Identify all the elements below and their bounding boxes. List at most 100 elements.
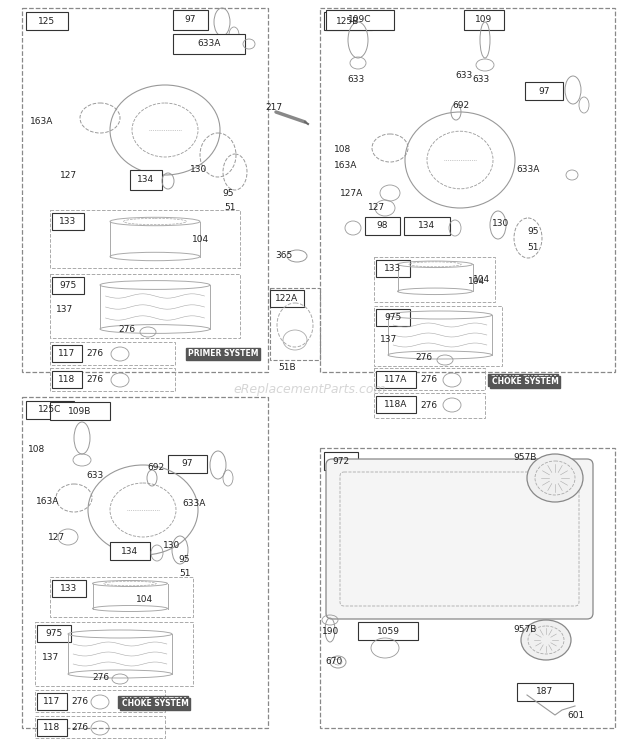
Text: 51B: 51B	[278, 364, 296, 373]
Text: 137: 137	[56, 306, 73, 315]
Bar	[525, 82, 563, 100]
Bar	[50, 342, 175, 365]
Text: 130: 130	[163, 540, 180, 550]
Text: 104: 104	[468, 278, 485, 286]
Text: CHOKE SYSTEM: CHOKE SYSTEM	[122, 699, 189, 708]
Ellipse shape	[527, 454, 583, 502]
Text: CHOKE SYSTEM: CHOKE SYSTEM	[490, 376, 557, 385]
Bar	[37, 719, 67, 736]
Bar	[374, 306, 502, 366]
Bar	[50, 274, 240, 338]
Text: 104: 104	[136, 595, 153, 604]
Text: 127A: 127A	[340, 188, 363, 197]
Bar	[110, 542, 150, 560]
Bar	[270, 290, 304, 307]
Text: 633A: 633A	[197, 39, 221, 48]
Text: eReplacementParts.com: eReplacementParts.com	[234, 383, 386, 397]
Text: 957B: 957B	[513, 624, 536, 633]
Text: 117A: 117A	[384, 375, 408, 384]
Bar	[320, 448, 615, 728]
Text: 127: 127	[48, 533, 65, 542]
Text: 127: 127	[60, 170, 77, 179]
Bar	[376, 309, 410, 326]
Text: 276: 276	[71, 698, 88, 707]
Text: 134: 134	[418, 222, 436, 231]
Text: 276: 276	[86, 376, 103, 385]
Text: 104: 104	[473, 275, 490, 284]
Bar	[324, 12, 372, 30]
Bar	[50, 368, 175, 391]
Text: 95: 95	[178, 556, 190, 565]
Text: 51: 51	[527, 243, 539, 251]
Text: 104: 104	[192, 236, 209, 245]
Text: 975: 975	[45, 629, 63, 638]
Text: 109B: 109B	[68, 406, 92, 415]
Bar	[517, 683, 573, 701]
Bar	[168, 455, 207, 473]
Text: 137: 137	[42, 653, 60, 662]
Text: 118: 118	[58, 375, 76, 384]
Text: 276: 276	[420, 400, 437, 409]
Text: 276: 276	[92, 673, 109, 682]
Ellipse shape	[521, 620, 571, 660]
Text: 125B: 125B	[337, 16, 360, 25]
Bar	[50, 210, 240, 268]
Text: 108: 108	[28, 446, 45, 455]
Text: 117: 117	[43, 697, 61, 706]
Bar	[22, 8, 268, 372]
Text: 51: 51	[179, 569, 190, 579]
Bar	[464, 10, 504, 30]
Text: 127: 127	[368, 202, 385, 211]
Text: 633: 633	[472, 75, 489, 85]
Text: 98: 98	[377, 222, 388, 231]
Bar	[26, 12, 68, 30]
Text: 130: 130	[492, 219, 509, 228]
Bar	[52, 345, 82, 362]
Text: 108: 108	[334, 146, 352, 155]
Text: 633: 633	[347, 75, 365, 85]
Text: CHOKE SYSTEM: CHOKE SYSTEM	[492, 377, 559, 386]
Bar	[35, 622, 193, 686]
Bar	[376, 396, 416, 413]
Text: 97: 97	[538, 86, 550, 95]
Bar	[35, 690, 165, 712]
Text: 117: 117	[58, 349, 76, 358]
Text: CHOKE SYSTEM: CHOKE SYSTEM	[120, 698, 187, 707]
Text: 972: 972	[332, 457, 350, 466]
Text: 276: 276	[86, 350, 103, 359]
Text: 633: 633	[86, 472, 104, 481]
Text: 133: 133	[60, 217, 77, 226]
Text: 134: 134	[138, 176, 154, 185]
Bar	[365, 217, 400, 235]
Text: 633A: 633A	[516, 165, 539, 175]
Bar	[173, 10, 208, 30]
Bar	[52, 213, 84, 230]
Text: 276: 276	[420, 376, 437, 385]
Text: 276: 276	[415, 353, 432, 362]
Text: 118: 118	[43, 723, 61, 732]
Text: 601: 601	[567, 711, 584, 720]
Bar	[320, 8, 615, 372]
Bar	[374, 393, 485, 418]
Bar	[376, 371, 416, 388]
Text: 122A: 122A	[275, 294, 299, 303]
Text: 276: 276	[71, 723, 88, 733]
Bar	[326, 10, 394, 30]
Text: PRIMER SYSTEM: PRIMER SYSTEM	[188, 350, 259, 359]
Text: 1059: 1059	[376, 626, 399, 635]
Text: 109: 109	[476, 16, 493, 25]
Text: 163A: 163A	[36, 498, 60, 507]
Text: 130: 130	[190, 165, 207, 175]
Text: 670: 670	[325, 658, 342, 667]
Bar	[52, 371, 82, 388]
Bar	[374, 257, 495, 302]
Bar	[50, 577, 193, 617]
Text: 957B: 957B	[513, 454, 536, 463]
Text: 133: 133	[384, 264, 402, 273]
Text: 97: 97	[185, 16, 197, 25]
Bar	[324, 452, 358, 470]
Bar	[173, 34, 245, 54]
Bar	[22, 397, 268, 728]
Bar	[26, 401, 74, 419]
Bar	[50, 402, 110, 420]
